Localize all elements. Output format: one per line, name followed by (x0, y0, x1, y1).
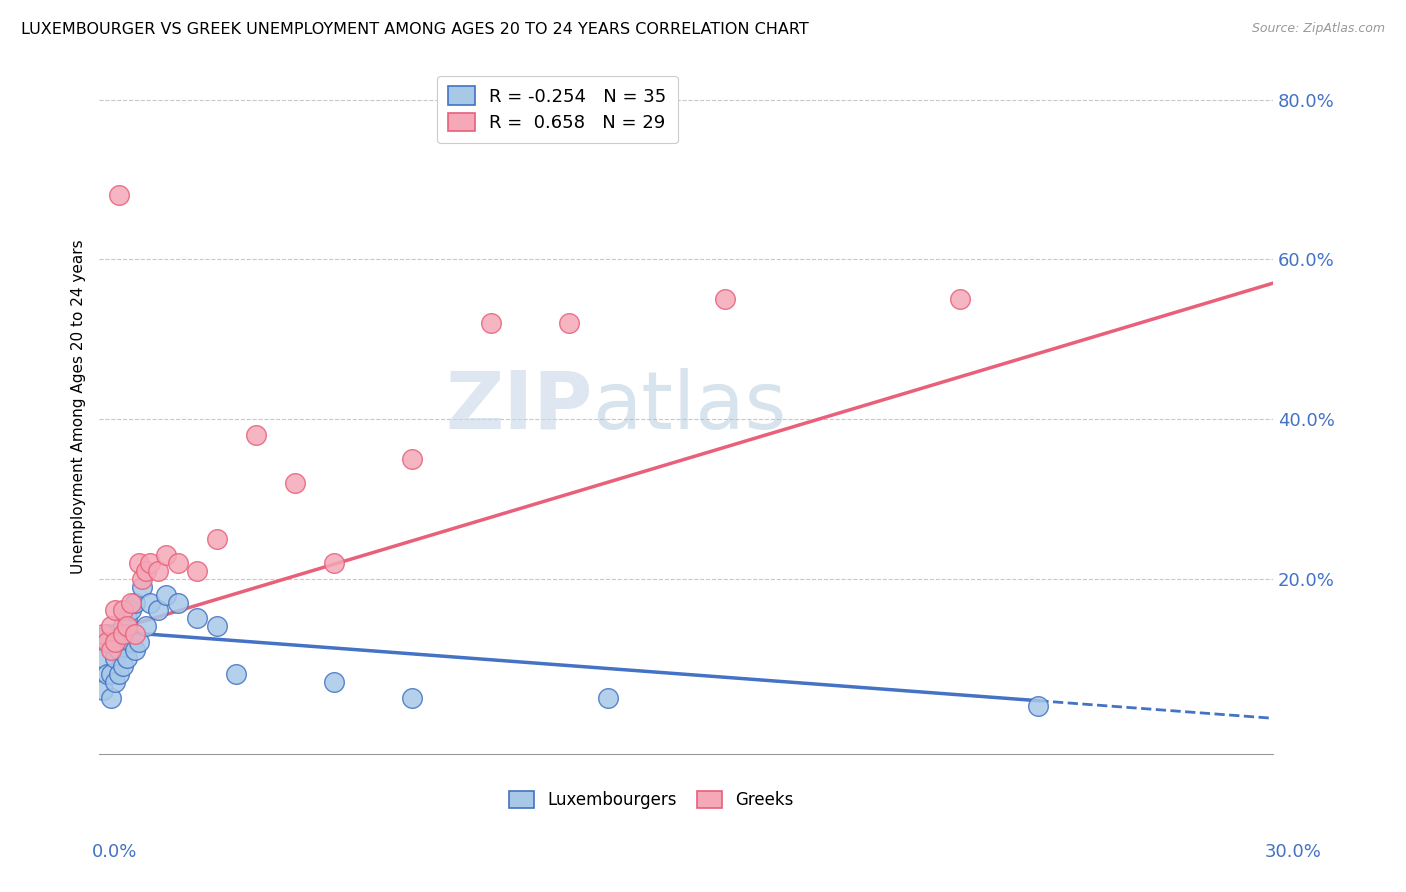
Point (115, 651, 138, 665)
Point (93, 651, 115, 665)
Text: Source: ZipAtlas.com: Source: ZipAtlas.com (1251, 22, 1385, 36)
Point (139, 556, 162, 570)
Point (479, 316, 502, 330)
Point (108, 667, 131, 681)
Point (100, 635, 122, 649)
Point (284, 475, 307, 490)
Point (205, 619, 228, 633)
Point (155, 548, 177, 562)
Y-axis label: Unemployment Among Ages 20 to 24 years: Unemployment Among Ages 20 to 24 years (72, 240, 86, 574)
Point (146, 564, 169, 578)
Point (205, 532, 228, 546)
Point (108, 643, 131, 657)
Point (96, 635, 118, 649)
Point (111, 619, 134, 633)
Point (124, 595, 146, 609)
Point (120, 635, 142, 649)
Point (323, 556, 346, 570)
Point (155, 588, 177, 602)
Point (558, 316, 581, 330)
Point (124, 643, 146, 657)
Point (100, 691, 122, 706)
Point (186, 611, 208, 625)
Legend: Luxembourgers, Greeks: Luxembourgers, Greeks (502, 784, 800, 815)
Point (93, 683, 115, 698)
Point (131, 572, 153, 586)
Point (115, 611, 138, 625)
Point (135, 619, 157, 633)
Point (596, 691, 619, 706)
Point (1026, 699, 1049, 714)
Point (111, 603, 134, 617)
Point (104, 675, 127, 690)
Point (100, 619, 122, 633)
Point (93, 627, 115, 641)
Point (104, 635, 127, 649)
Point (104, 651, 127, 665)
Point (146, 603, 169, 617)
Point (96, 627, 118, 641)
Point (104, 627, 127, 641)
Point (166, 556, 188, 570)
Point (714, 292, 737, 306)
Point (245, 427, 267, 442)
Point (96, 635, 118, 649)
Point (100, 667, 122, 681)
Point (139, 595, 162, 609)
Point (104, 603, 127, 617)
Point (120, 595, 142, 609)
Text: atlas: atlas (592, 368, 787, 446)
Point (128, 635, 150, 649)
Point (131, 580, 153, 594)
Point (111, 627, 134, 641)
Point (124, 627, 146, 641)
Point (120, 603, 142, 617)
Point (401, 691, 423, 706)
Text: ZIP: ZIP (446, 368, 592, 446)
Point (100, 643, 122, 657)
Point (108, 188, 131, 202)
Text: 30.0%: 30.0% (1265, 843, 1322, 861)
Point (96, 667, 118, 681)
Point (949, 292, 972, 306)
Point (115, 619, 138, 633)
Point (128, 556, 150, 570)
Point (401, 451, 423, 466)
Point (166, 595, 188, 609)
Text: LUXEMBOURGER VS GREEK UNEMPLOYMENT AMONG AGES 20 TO 24 YEARS CORRELATION CHART: LUXEMBOURGER VS GREEK UNEMPLOYMENT AMONG… (21, 22, 808, 37)
Point (111, 659, 134, 673)
Text: 0.0%: 0.0% (91, 843, 136, 861)
Point (135, 564, 157, 578)
Point (186, 564, 208, 578)
Point (323, 675, 346, 690)
Point (225, 667, 247, 681)
